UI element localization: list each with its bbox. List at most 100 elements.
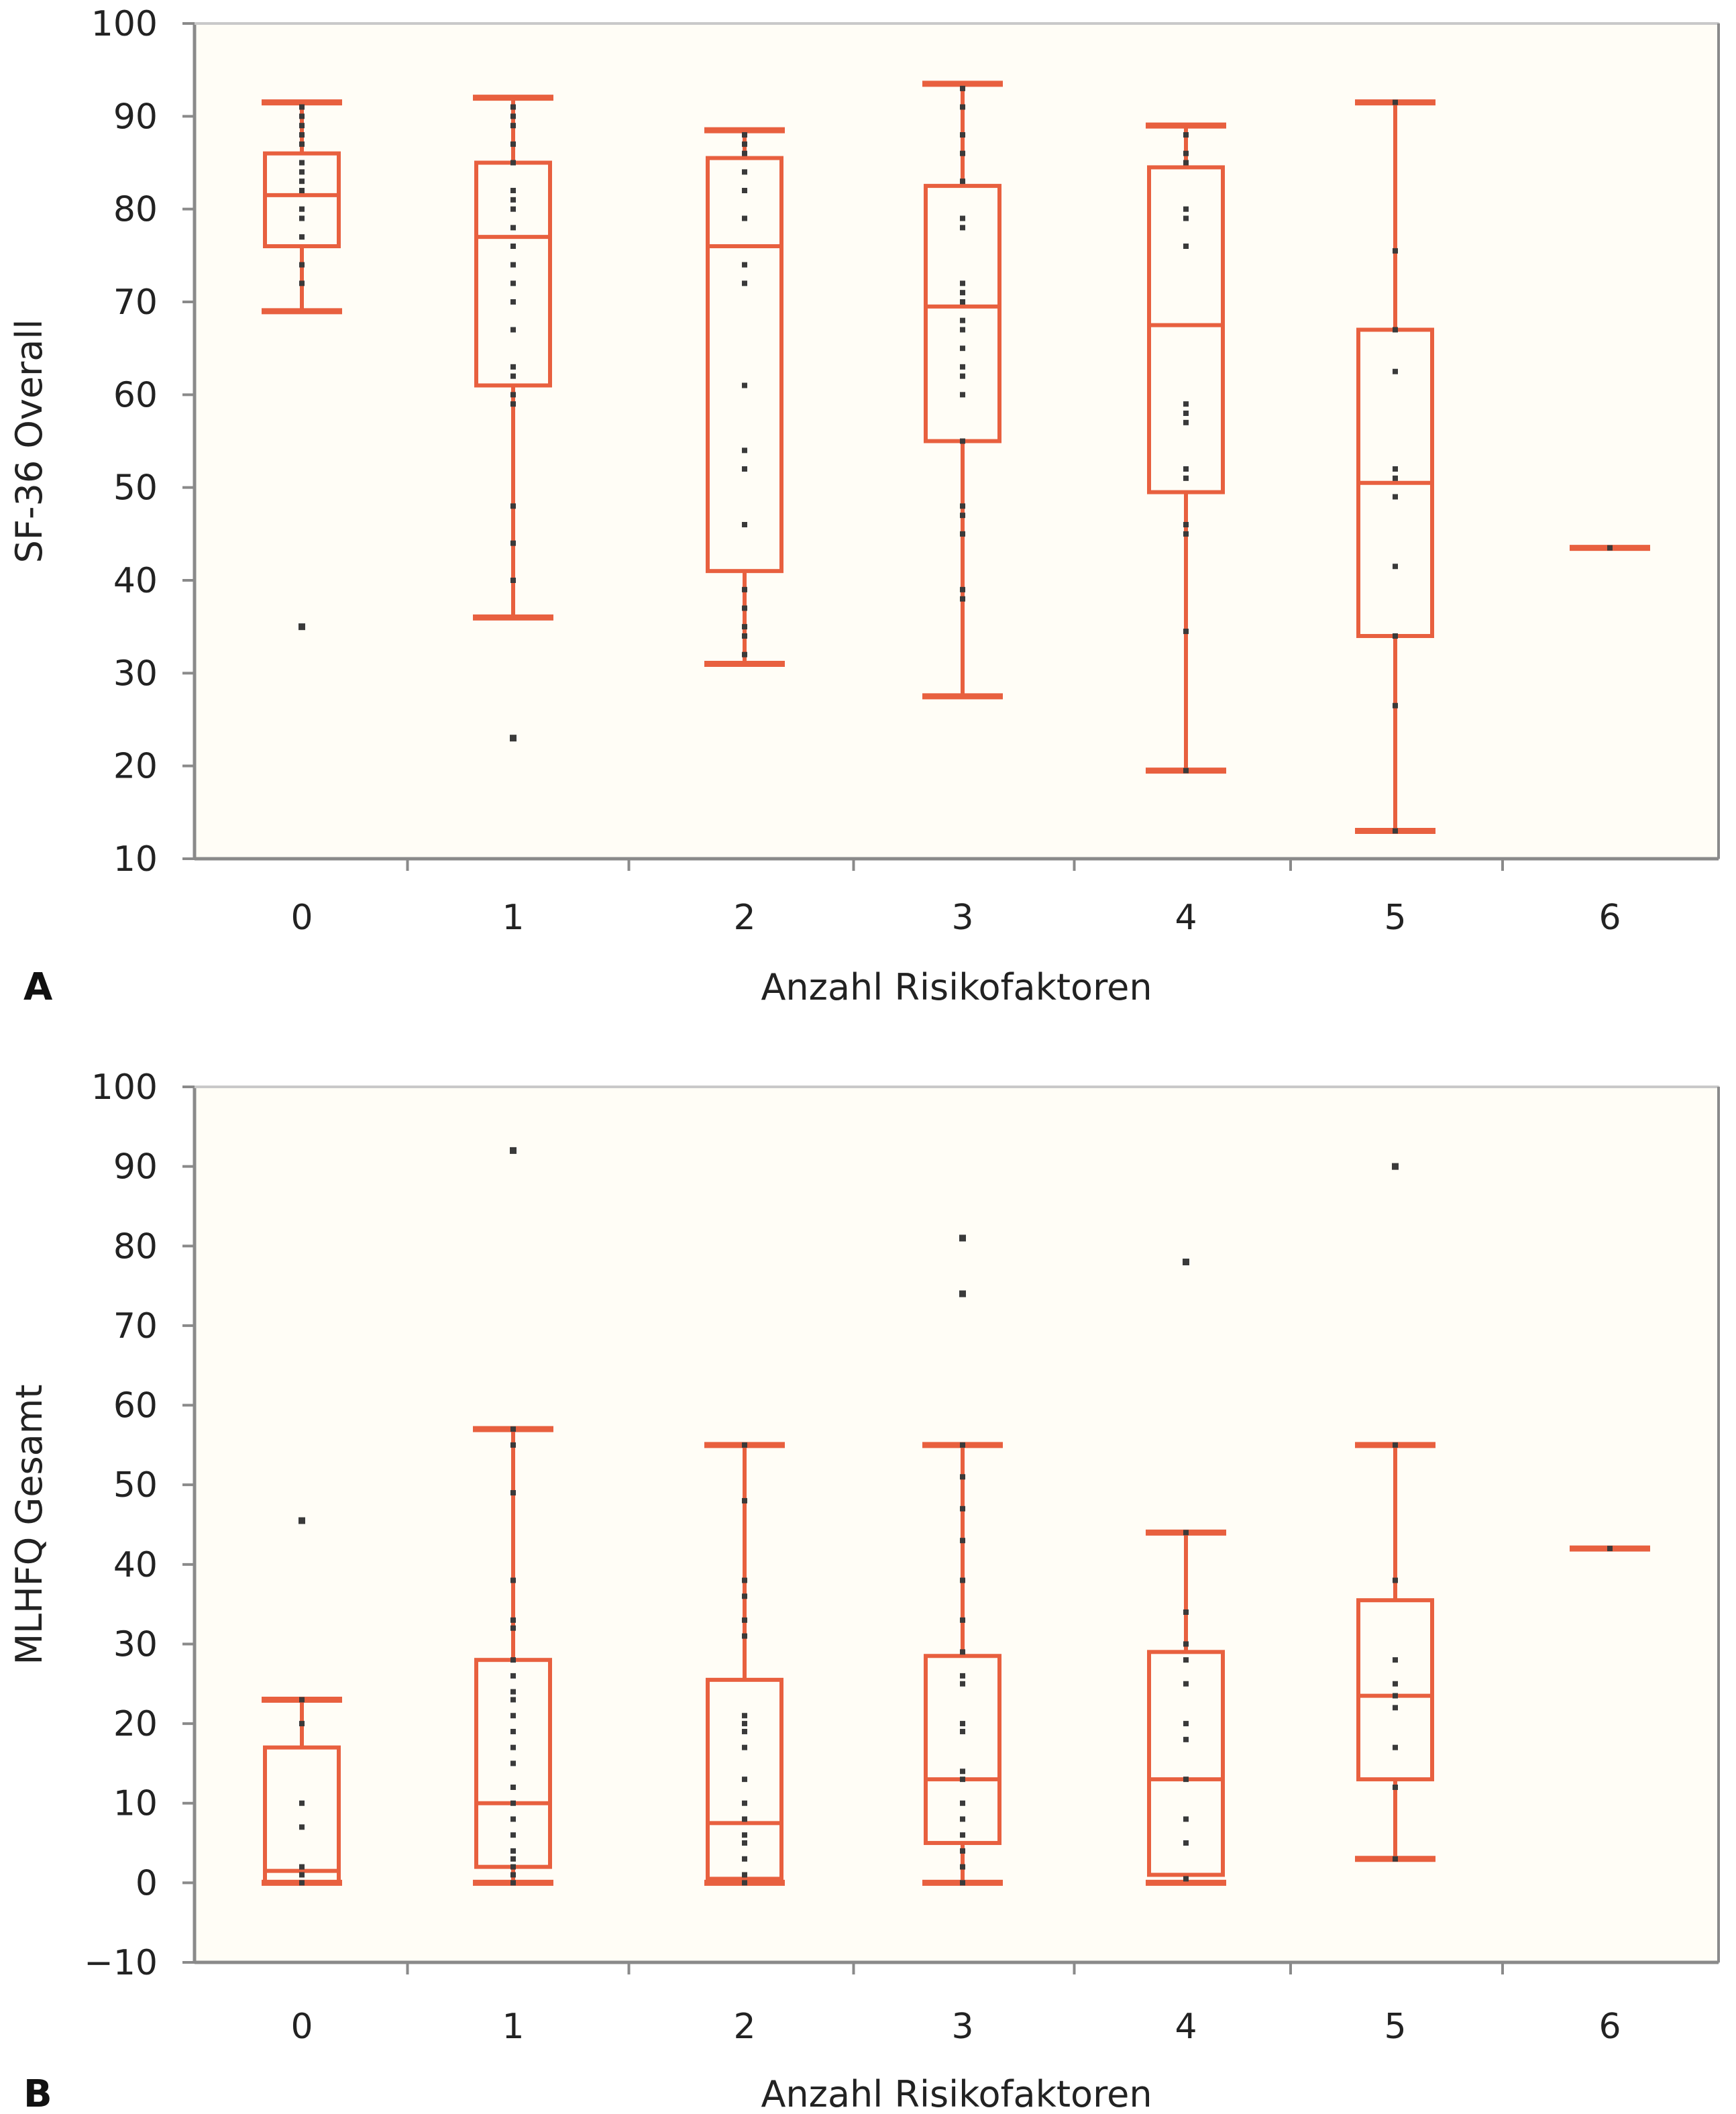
y-tick-label: 70 xyxy=(113,282,158,323)
y-tick-label: 0 xyxy=(135,1863,158,1903)
data-point xyxy=(742,1816,747,1822)
data-point xyxy=(742,382,747,388)
outlier-point xyxy=(1392,1163,1399,1170)
data-point xyxy=(1183,522,1189,527)
y-tick-label: 100 xyxy=(91,1067,158,1108)
data-point xyxy=(1393,368,1398,374)
data-point xyxy=(510,1426,516,1432)
x-tick-label: 3 xyxy=(951,2007,973,2047)
box-group-3 xyxy=(922,81,1003,700)
data-point xyxy=(510,1880,516,1886)
data-point xyxy=(742,1633,747,1639)
data-point xyxy=(960,1721,965,1727)
data-point xyxy=(1183,1840,1189,1846)
data-point xyxy=(299,206,305,212)
iqr-box xyxy=(1147,165,1225,494)
data-point xyxy=(1393,702,1398,708)
x-tick-label: 2 xyxy=(733,898,755,938)
data-point xyxy=(742,605,747,611)
box-group-1 xyxy=(473,1147,553,1886)
data-point xyxy=(742,466,747,472)
data-point xyxy=(1607,1546,1613,1552)
iqr-box xyxy=(1147,1650,1225,1877)
data-point xyxy=(742,1880,747,1886)
data-point xyxy=(742,1777,747,1783)
data-point xyxy=(1393,327,1398,333)
data-point xyxy=(1607,545,1613,551)
x-tick-label: 2 xyxy=(733,2007,755,2047)
data-point xyxy=(960,1816,965,1822)
box-group-0 xyxy=(262,99,342,631)
data-point xyxy=(299,262,305,268)
x-tick-label: 3 xyxy=(951,898,973,938)
data-point xyxy=(742,624,747,630)
data-point xyxy=(960,1474,965,1480)
data-point xyxy=(510,364,516,370)
data-point xyxy=(510,1442,516,1448)
x-tick-label: 0 xyxy=(290,2007,313,2047)
x-axis-title: Anzahl Risikofaktoren xyxy=(761,966,1152,1008)
data-point xyxy=(1393,1442,1398,1448)
data-point xyxy=(960,215,965,221)
data-point xyxy=(742,141,747,147)
data-point xyxy=(960,1505,965,1512)
data-point xyxy=(742,1744,747,1750)
data-point xyxy=(1183,1721,1189,1727)
box-group-4 xyxy=(1146,1259,1226,1886)
data-point xyxy=(960,290,965,296)
data-point xyxy=(299,1872,305,1878)
data-point xyxy=(960,1864,965,1870)
data-point xyxy=(1183,1777,1189,1783)
data-point xyxy=(299,1721,305,1727)
data-point xyxy=(1183,1816,1189,1822)
iqr-box xyxy=(1356,1598,1434,1782)
data-point xyxy=(510,1785,516,1790)
data-point xyxy=(510,327,516,333)
data-point xyxy=(510,113,516,119)
data-point xyxy=(960,178,965,184)
data-point xyxy=(299,169,305,175)
data-point xyxy=(510,503,516,509)
data-point xyxy=(960,317,965,323)
x-tick-label: 6 xyxy=(1598,898,1621,938)
box-group-5 xyxy=(1355,1163,1435,1862)
data-point xyxy=(960,531,965,537)
data-point xyxy=(510,299,516,305)
data-point xyxy=(742,1577,747,1583)
data-point xyxy=(1183,160,1189,166)
y-tick-label: −10 xyxy=(84,1943,158,1983)
data-point xyxy=(510,1689,516,1695)
y-tick-label: 30 xyxy=(113,653,158,694)
data-point xyxy=(1183,466,1189,472)
data-point xyxy=(1393,99,1398,105)
data-point xyxy=(742,1721,747,1727)
x-tick-label: 1 xyxy=(502,898,524,938)
data-point xyxy=(1183,1876,1189,1882)
data-point xyxy=(1183,150,1189,156)
data-point xyxy=(1183,1530,1189,1536)
data-point xyxy=(742,1497,747,1503)
outlier-point xyxy=(1183,1259,1189,1265)
panel-label: B xyxy=(23,2072,52,2114)
data-point xyxy=(960,503,965,509)
data-point xyxy=(960,1538,965,1544)
data-point xyxy=(510,160,516,166)
data-point xyxy=(742,447,747,454)
y-tick-label: 60 xyxy=(113,375,158,415)
x-tick-label: 1 xyxy=(502,2007,524,2047)
box-group-6 xyxy=(1570,1545,1650,1552)
data-point xyxy=(960,513,965,519)
data-point xyxy=(299,1880,305,1886)
data-point xyxy=(1183,1657,1189,1663)
data-point xyxy=(510,244,516,249)
y-tick-label: 10 xyxy=(113,1784,158,1824)
data-point xyxy=(299,280,305,286)
data-point xyxy=(1393,1744,1398,1750)
y-tick-label: 40 xyxy=(113,561,158,601)
data-point xyxy=(1183,1681,1189,1687)
chart-panel-A: 10 20 30 40 50 60 70 80 90 100 0 1 2 3 4 5 6 Anzahl Risik… xyxy=(8,4,1720,1009)
data-point xyxy=(742,1593,747,1599)
data-point xyxy=(742,1617,747,1623)
data-point xyxy=(510,1625,516,1631)
